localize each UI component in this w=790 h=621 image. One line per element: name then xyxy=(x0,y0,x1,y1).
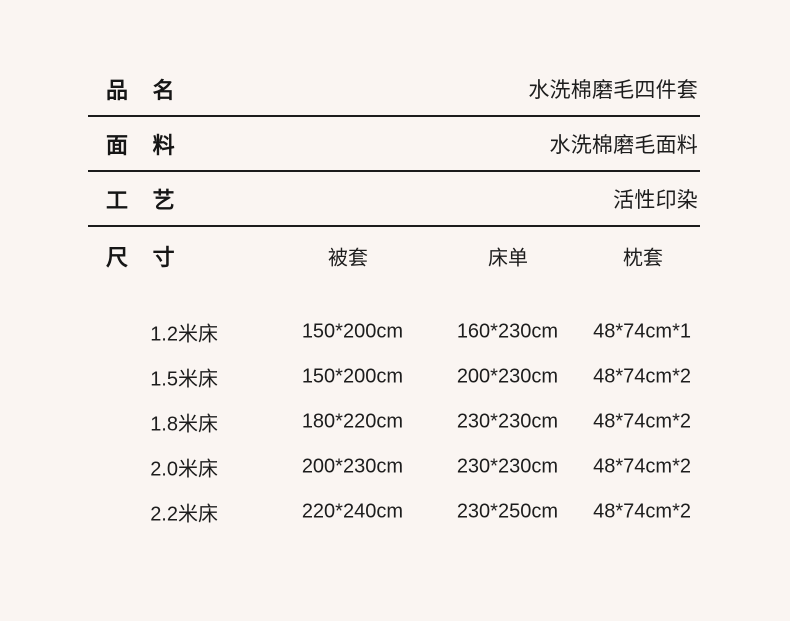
size-table-block: 尺 寸 被套 床单 枕套 1.2米床 150*200cm 160*230cm 4… xyxy=(88,227,700,534)
column-header-bed-sheet: 床单 xyxy=(488,247,528,270)
product-info-block: 品 名 水洗棉磨毛四件套 面 料 水洗棉磨毛面料 工 艺 活性印染 xyxy=(88,62,700,227)
info-row-craft: 工 艺 活性印染 xyxy=(88,172,700,227)
cell-bed-size: 2.0米床 xyxy=(150,458,218,480)
size-table-header: 尺 寸 被套 床单 枕套 xyxy=(88,227,700,285)
info-value-fabric: 水洗棉磨毛面料 xyxy=(549,133,698,157)
cell-pillow-size: 48*74cm*2 xyxy=(593,500,691,522)
cell-sheet-size: 230*230cm xyxy=(456,455,558,477)
cell-bed-size: 1.5米床 xyxy=(150,368,218,390)
table-row: 1.2米床 150*200cm 160*230cm 48*74cm*1 xyxy=(88,309,700,354)
cell-bed-size: 2.2米床 xyxy=(150,503,218,525)
cell-sheet-size: 160*230cm xyxy=(456,320,558,342)
info-row-product-name: 品 名 水洗棉磨毛四件套 xyxy=(88,62,700,117)
cell-duvet-size: 150*200cm xyxy=(301,320,403,342)
column-header-pillowcase: 枕套 xyxy=(623,247,663,270)
info-value-craft: 活性印染 xyxy=(613,188,698,212)
cell-sheet-size: 230*250cm xyxy=(456,500,558,522)
cell-pillow-size: 48*74cm*2 xyxy=(593,455,691,477)
table-row: 1.8米床 180*220cm 230*230cm 48*74cm*2 xyxy=(88,399,700,444)
cell-pillow-size: 48*74cm*2 xyxy=(593,365,691,387)
cell-duvet-size: 180*220cm xyxy=(301,410,403,432)
cell-pillow-size: 48*74cm*1 xyxy=(593,320,691,342)
info-row-fabric: 面 料 水洗棉磨毛面料 xyxy=(88,117,700,172)
cell-duvet-size: 200*230cm xyxy=(301,455,403,477)
size-label: 尺 寸 xyxy=(106,245,184,270)
cell-sheet-size: 200*230cm xyxy=(456,365,558,387)
cell-sheet-size: 230*230cm xyxy=(456,410,558,432)
info-value-product-name: 水洗棉磨毛四件套 xyxy=(528,78,698,102)
column-header-duvet-cover: 被套 xyxy=(328,247,368,270)
cell-duvet-size: 220*240cm xyxy=(301,500,403,522)
info-label-craft: 工 艺 xyxy=(106,187,184,213)
table-row: 1.5米床 150*200cm 200*230cm 48*74cm*2 xyxy=(88,354,700,399)
cell-bed-size: 1.8米床 xyxy=(150,413,218,435)
size-table-rows: 1.2米床 150*200cm 160*230cm 48*74cm*1 1.5米… xyxy=(88,309,700,534)
table-row: 2.2米床 220*240cm 230*250cm 48*74cm*2 xyxy=(88,489,700,534)
cell-duvet-size: 150*200cm xyxy=(301,365,403,387)
info-label-fabric: 面 料 xyxy=(106,132,184,158)
table-row: 2.0米床 200*230cm 230*230cm 48*74cm*2 xyxy=(88,444,700,489)
cell-pillow-size: 48*74cm*2 xyxy=(593,410,691,432)
cell-bed-size: 1.2米床 xyxy=(150,323,218,345)
info-label-product-name: 品 名 xyxy=(106,77,184,103)
